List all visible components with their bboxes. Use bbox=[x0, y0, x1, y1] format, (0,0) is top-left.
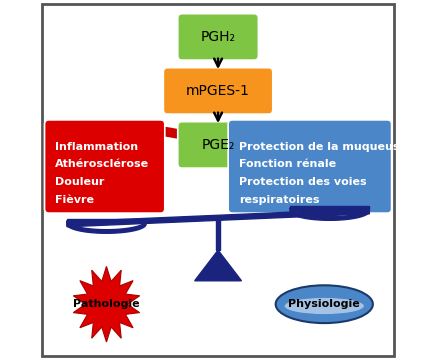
Text: Fonction rénale: Fonction rénale bbox=[239, 159, 336, 170]
FancyArrow shape bbox=[67, 209, 369, 227]
Text: Protection de la muqueuse: Protection de la muqueuse bbox=[239, 142, 407, 152]
Text: Athérosclérose: Athérosclérose bbox=[55, 159, 149, 170]
Polygon shape bbox=[67, 221, 146, 233]
FancyArrow shape bbox=[290, 206, 369, 210]
Text: Fièvre: Fièvre bbox=[55, 195, 94, 205]
Text: Douleur: Douleur bbox=[55, 177, 105, 187]
Ellipse shape bbox=[276, 285, 373, 323]
Text: Pathologie: Pathologie bbox=[73, 299, 140, 309]
Polygon shape bbox=[290, 208, 369, 220]
Polygon shape bbox=[194, 250, 241, 281]
Text: PGE₂: PGE₂ bbox=[202, 138, 235, 152]
FancyBboxPatch shape bbox=[163, 68, 273, 114]
FancyBboxPatch shape bbox=[178, 122, 258, 168]
FancyArrow shape bbox=[67, 219, 146, 222]
Polygon shape bbox=[73, 266, 139, 342]
Text: PGH₂: PGH₂ bbox=[201, 30, 236, 44]
FancyBboxPatch shape bbox=[178, 14, 258, 60]
FancyBboxPatch shape bbox=[45, 120, 165, 213]
Text: respiratoires: respiratoires bbox=[239, 195, 320, 205]
Text: Inflammation: Inflammation bbox=[55, 142, 139, 152]
Ellipse shape bbox=[285, 298, 364, 314]
Text: mPGES-1: mPGES-1 bbox=[186, 84, 250, 98]
Text: Physiologie: Physiologie bbox=[288, 299, 360, 309]
FancyBboxPatch shape bbox=[228, 120, 392, 213]
FancyArrow shape bbox=[216, 218, 220, 250]
Text: Protection des voies: Protection des voies bbox=[239, 177, 367, 187]
